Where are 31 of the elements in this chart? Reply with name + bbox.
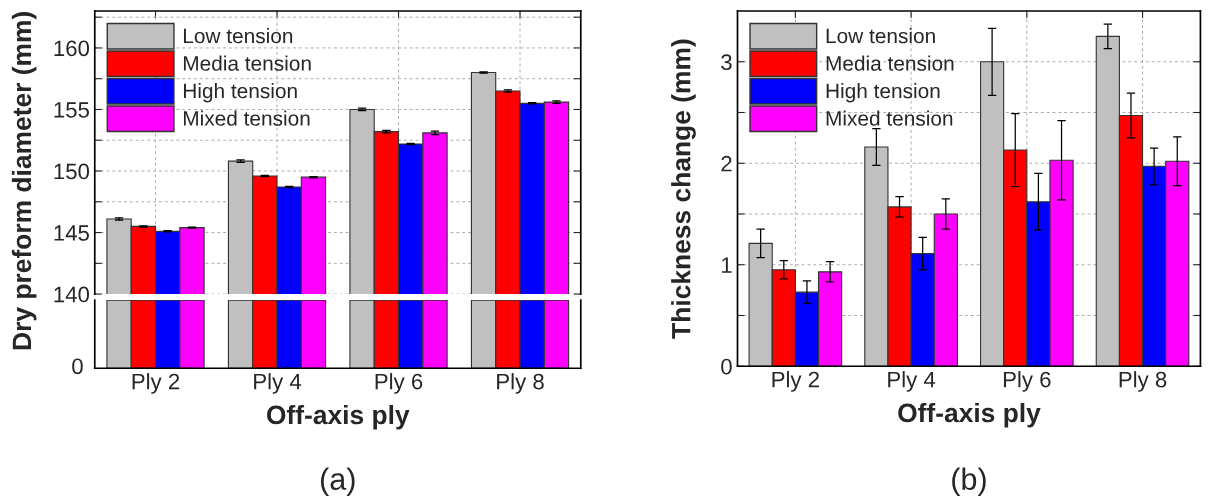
y-axis-title: Dry preform diameter (mm) bbox=[11, 12, 37, 350]
y-tick-label: 140 bbox=[54, 286, 90, 303]
legend-label: Media tension bbox=[183, 55, 311, 71]
x-axis-title: Off-axis ply bbox=[898, 402, 1041, 428]
legend-label: High tension bbox=[183, 83, 297, 103]
y-tick-label: 150 bbox=[54, 163, 90, 180]
x-tick-label: Ply 8 bbox=[1119, 371, 1167, 392]
x-tick-label: Ply 4 bbox=[888, 371, 936, 392]
x-tick-label: Ply 2 bbox=[772, 371, 819, 392]
y-tick-label: 145 bbox=[54, 225, 89, 241]
y-tick-label: 1 bbox=[721, 257, 732, 273]
legend-label: Mixed tension bbox=[826, 110, 953, 126]
legend-label: Mixed tension bbox=[183, 110, 310, 126]
y-tick-label: 3 bbox=[721, 54, 732, 71]
x-tick-label: Ply 6 bbox=[375, 373, 423, 394]
y-tick-label: 160 bbox=[54, 40, 90, 57]
legend-label: High tension bbox=[826, 83, 940, 103]
y-tick-label: 2 bbox=[721, 155, 732, 172]
x-tick-label: Ply 6 bbox=[1003, 371, 1051, 392]
y-axis-title: Thickness change (mm) bbox=[671, 39, 696, 339]
legend-label: Low tension bbox=[826, 28, 935, 44]
legend-label: Low tension bbox=[183, 28, 293, 44]
text: (a) bbox=[321, 467, 355, 496]
legend-label: Media tension bbox=[826, 55, 954, 71]
x-tick-label: Ply 2 bbox=[132, 373, 180, 394]
x-tick-label: Ply 8 bbox=[497, 373, 544, 394]
x-axis-title: Off-axis ply bbox=[267, 404, 410, 430]
y-tick-label: 155 bbox=[54, 102, 89, 118]
y-tick-label: 0 bbox=[721, 358, 732, 375]
text: (b) bbox=[952, 467, 986, 496]
x-tick-label: Ply 4 bbox=[254, 373, 302, 394]
